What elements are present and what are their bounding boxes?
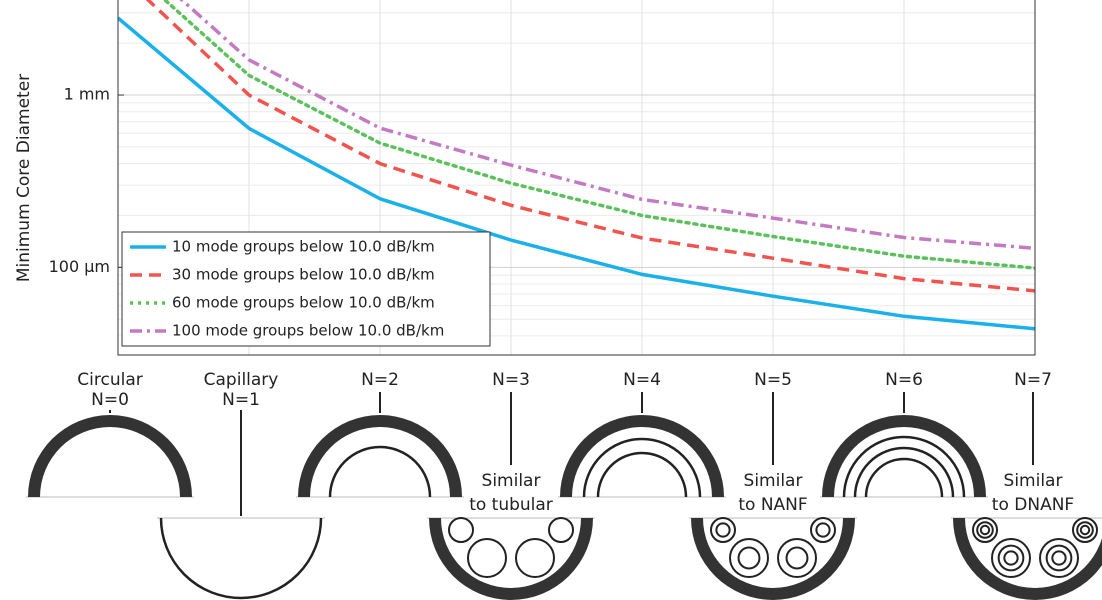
x-category-label: N=5 — [754, 370, 792, 390]
diagram-name: Capillary — [204, 370, 279, 390]
x-category-label: N=2 — [361, 370, 399, 390]
legend-label: 100 mode groups below 10.0 dB/km — [172, 322, 444, 340]
legend-label: 10 mode groups below 10.0 dB/km — [172, 238, 435, 256]
tube — [468, 539, 506, 577]
inner-ring — [855, 448, 953, 497]
legend-label: 60 mode groups below 10.0 dB/km — [172, 294, 435, 312]
y-axis-label: Minimum Core Diameter — [14, 74, 34, 282]
tube — [977, 522, 993, 538]
tube — [549, 518, 573, 542]
capillary-ring — [161, 518, 321, 598]
tube — [1081, 526, 1089, 534]
diagram-note: Similar — [482, 471, 541, 491]
tube — [1052, 551, 1065, 564]
x-category-label: N=0 — [91, 390, 129, 410]
inner-ring — [584, 439, 700, 497]
legend: 10 mode groups below 10.0 dB/km 30 mode g… — [122, 232, 490, 346]
x-category-label: N=1 — [222, 390, 260, 410]
cladding — [298, 415, 462, 497]
tube — [716, 523, 729, 536]
cladding — [822, 415, 986, 497]
diagram-note: to DNANF — [992, 495, 1074, 515]
diagram-note: to NANF — [738, 495, 807, 515]
figure: Minimum Core Diameter 10 mode groups bel… — [0, 0, 1102, 600]
tube — [1004, 551, 1017, 564]
tube — [981, 526, 989, 534]
diagram-note: Similar — [1004, 471, 1063, 491]
inner-ring — [844, 437, 964, 497]
cladding — [28, 415, 192, 497]
tube — [516, 539, 554, 577]
tube — [787, 548, 808, 569]
x-category-label: N=3 — [492, 370, 530, 390]
inner-ring — [598, 453, 686, 497]
tube — [711, 518, 735, 542]
inner-ring — [866, 459, 942, 497]
cladding — [429, 518, 593, 600]
x-category-label: N=7 — [1014, 370, 1052, 390]
tube — [778, 539, 816, 577]
diagram-note: to tubular — [469, 495, 553, 515]
tube — [739, 548, 760, 569]
tube — [1047, 546, 1072, 571]
cladding — [953, 518, 1102, 600]
diagram-name: Circular — [77, 370, 142, 390]
diagram-note: Similar — [744, 471, 803, 491]
tube — [816, 523, 829, 536]
y-tick-label: 100 µm — [49, 257, 110, 276]
tube — [999, 546, 1024, 571]
tube — [1077, 522, 1093, 538]
legend-label: 30 mode groups below 10.0 dB/km — [172, 266, 435, 284]
y-tick-label: 1 mm — [64, 85, 110, 104]
tube — [730, 539, 768, 577]
tube — [811, 518, 835, 542]
tube — [449, 518, 473, 542]
x-category-label: N=4 — [623, 370, 661, 390]
inner-ring — [330, 447, 430, 497]
x-category-label: N=6 — [885, 370, 923, 390]
